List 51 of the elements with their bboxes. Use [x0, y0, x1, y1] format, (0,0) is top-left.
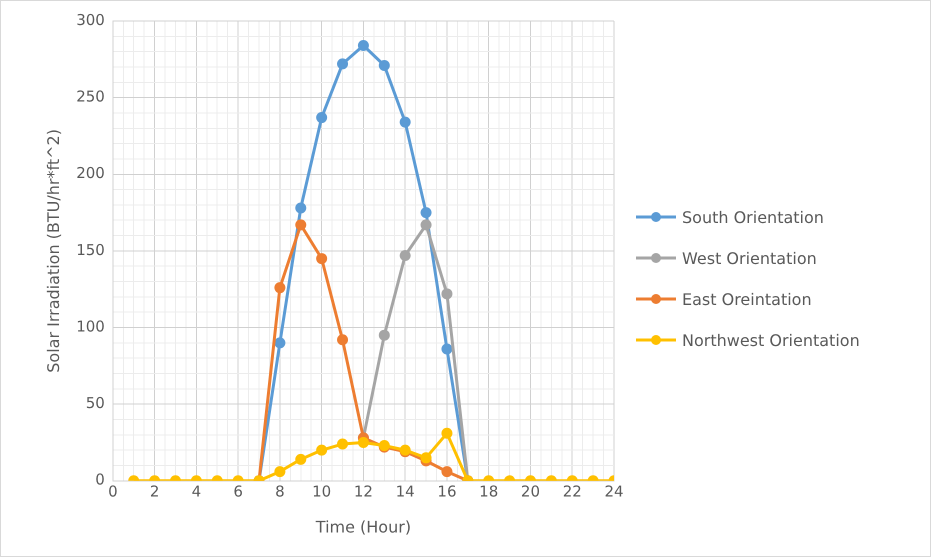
x-tick-label: 4 — [192, 482, 202, 501]
point — [295, 454, 306, 465]
x-tick-label: 20 — [520, 482, 540, 501]
point — [378, 60, 390, 71]
y-tick-label: 0 — [95, 470, 105, 489]
point — [441, 343, 452, 354]
x-tick-label: 6 — [233, 482, 243, 501]
x-tick-label: 8 — [275, 482, 285, 501]
x-tick-label: 10 — [312, 482, 332, 501]
x-tick-label: 24 — [604, 482, 624, 501]
point — [400, 250, 411, 261]
point — [337, 438, 348, 450]
point — [441, 288, 452, 300]
x-tick-label: 12 — [354, 482, 373, 501]
point — [337, 334, 348, 346]
point — [274, 337, 286, 348]
x-tick-label: 2 — [150, 482, 160, 501]
legend-label: East Oreintation — [682, 290, 812, 308]
point — [420, 207, 432, 218]
x-axis-title: Time (Hour) — [314, 518, 412, 537]
y-tick-label: 150 — [76, 240, 105, 259]
point — [441, 466, 452, 478]
x-tick-label: 14 — [396, 482, 415, 501]
point — [441, 428, 452, 439]
x-tick-label: 0 — [108, 482, 118, 501]
point — [295, 219, 306, 230]
point — [358, 40, 369, 52]
point — [420, 219, 432, 230]
x-tick-label: 18 — [479, 482, 498, 501]
x-tick-label: 22 — [562, 482, 582, 501]
x-tick-label: 16 — [437, 482, 456, 501]
y-axis-title: Solar Irradiation (BTU/hr*ft^2) — [44, 129, 63, 373]
y-tick-label: 300 — [76, 10, 105, 29]
legend-label: Northwest Orientation — [682, 330, 860, 350]
point — [274, 466, 286, 478]
y-tick-label: 250 — [76, 88, 105, 106]
point — [337, 58, 348, 70]
point — [274, 282, 286, 294]
point — [295, 202, 306, 214]
point — [400, 116, 411, 128]
y-tick-label: 200 — [76, 164, 105, 182]
point — [358, 436, 369, 448]
point — [316, 444, 328, 456]
point — [378, 330, 390, 341]
y-tick-label: 100 — [76, 317, 105, 336]
y-tick-label: 50 — [86, 394, 105, 412]
point — [420, 452, 432, 464]
legend-label: West Orientation — [682, 248, 817, 268]
legend-label: South Orientation — [682, 208, 824, 226]
point — [316, 112, 328, 124]
point — [316, 253, 328, 264]
